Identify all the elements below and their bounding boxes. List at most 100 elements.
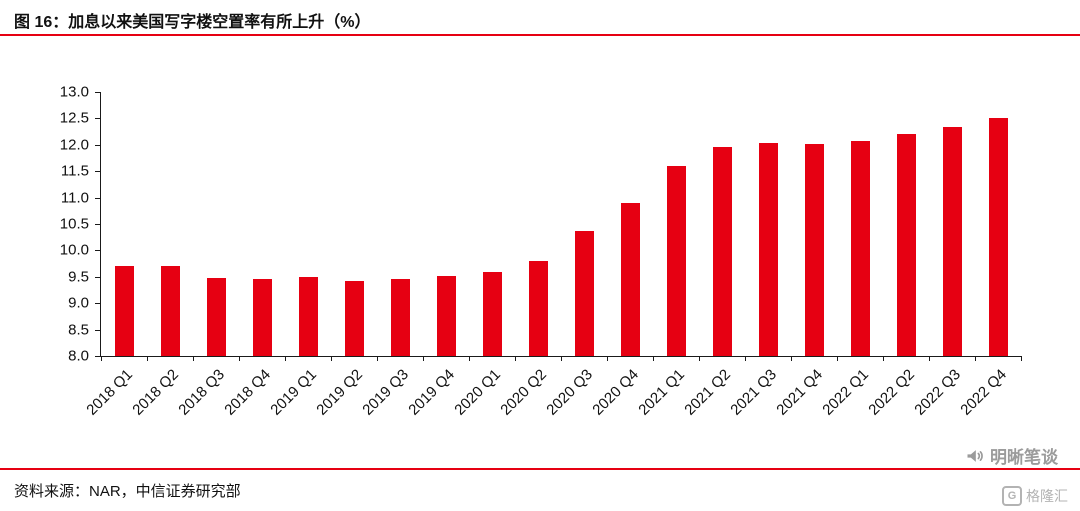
y-axis-tick <box>95 144 101 146</box>
x-tick-label: 2019 Q2 <box>313 366 367 419</box>
x-axis-tick <box>699 356 700 361</box>
y-axis-tick <box>95 250 101 252</box>
x-axis-tick <box>1021 356 1022 361</box>
y-tick-label: 8.5 <box>68 321 89 339</box>
y-axis-tick <box>95 329 101 331</box>
x-axis-tick <box>377 356 378 361</box>
y-axis-tick <box>95 92 101 93</box>
x-tick-label: 2018 Q3 <box>175 366 229 419</box>
x-axis-tick <box>285 356 286 361</box>
x-axis-tick <box>193 356 194 361</box>
site-logo: G 格隆汇 <box>1002 486 1068 506</box>
x-axis-tick <box>239 356 240 361</box>
x-axis-tick <box>469 356 470 361</box>
x-tick-label: 2020 Q4 <box>589 366 643 419</box>
x-axis-tick <box>423 356 424 361</box>
bar-slot <box>377 92 423 356</box>
bar-slot <box>745 92 791 356</box>
y-axis-tick <box>95 276 101 278</box>
x-tick-label: 2022 Q3 <box>911 366 965 419</box>
x-tick-label: 2021 Q3 <box>727 366 781 419</box>
x-axis-tick <box>975 356 976 361</box>
y-tick-label: 8.0 <box>68 347 89 365</box>
x-tick-label: 2021 Q4 <box>773 366 827 419</box>
bar-slot <box>837 92 883 356</box>
y-axis-tick <box>95 224 101 225</box>
x-tick-label: 2018 Q1 <box>83 366 137 419</box>
bar-slot <box>469 92 515 356</box>
bar-slot <box>699 92 745 356</box>
bars-container <box>101 92 1021 356</box>
y-axis-tick <box>95 356 101 357</box>
bar <box>390 278 410 356</box>
y-axis-tick <box>95 118 101 120</box>
bar <box>252 278 272 356</box>
bar-slot <box>791 92 837 356</box>
x-axis-tick <box>101 356 102 361</box>
x-tick-label: 2021 Q1 <box>635 366 689 419</box>
x-axis-tick <box>147 356 148 361</box>
bar-slot <box>561 92 607 356</box>
bar-slot <box>331 92 377 356</box>
x-tick-label: 2019 Q4 <box>405 366 459 419</box>
bar-slot <box>423 92 469 356</box>
bar-slot <box>193 92 239 356</box>
bar <box>896 133 916 356</box>
x-tick-label: 2020 Q3 <box>543 366 597 419</box>
x-axis-tick <box>607 356 608 361</box>
x-axis-tick <box>653 356 654 361</box>
x-tick-label: 2018 Q4 <box>221 366 275 419</box>
site-logo-icon: G <box>1002 486 1022 506</box>
y-axis-tick <box>95 303 101 305</box>
bar <box>804 144 824 356</box>
bar <box>482 271 502 356</box>
bar <box>206 278 226 356</box>
bar-slot <box>883 92 929 356</box>
y-tick-label: 11.0 <box>60 189 89 207</box>
bar <box>850 140 870 356</box>
bar-slot <box>653 92 699 356</box>
y-tick-label: 10.5 <box>59 215 89 233</box>
x-tick-label: 2019 Q1 <box>267 366 321 419</box>
x-tick-label: 2021 Q2 <box>681 366 735 419</box>
x-axis-labels: 2018 Q1 2018 Q2 2018 Q3 2018 Q4 2019 Q1 2019 … <box>83 356 1021 436</box>
x-tick-label: 2022 Q1 <box>819 366 873 419</box>
wechat-watermark: 明晰笔谈 <box>965 443 1058 468</box>
y-tick-label: 9.0 <box>68 294 89 312</box>
bar <box>666 166 686 356</box>
bar <box>298 276 318 356</box>
x-axis-tick <box>331 356 332 361</box>
x-axis-tick <box>745 356 746 361</box>
wechat-watermark-label: 明晰笔谈 <box>990 448 1058 467</box>
y-axis-tick <box>95 197 101 199</box>
bar-slot <box>147 92 193 356</box>
x-axis-tick <box>837 356 838 361</box>
bar <box>160 266 180 356</box>
x-axis-tick <box>883 356 884 361</box>
bar <box>712 146 732 356</box>
bar <box>114 266 134 356</box>
x-axis-tick <box>515 356 516 361</box>
x-tick-label: 2022 Q2 <box>865 366 919 419</box>
bar <box>344 280 364 356</box>
bar <box>528 260 548 356</box>
bar <box>942 126 962 356</box>
top-divider <box>0 34 1080 36</box>
y-tick-label: 9.5 <box>68 268 89 286</box>
bar-slot <box>239 92 285 356</box>
bottom-divider <box>0 468 1080 470</box>
bar <box>436 276 456 356</box>
x-axis-tick <box>929 356 930 361</box>
y-tick-label: 12.0 <box>59 136 89 154</box>
x-tick-label: 2019 Q3 <box>359 366 413 419</box>
x-tick-label: 2018 Q2 <box>129 366 183 419</box>
chart-title: 图 16：加息以来美国写字楼空置率有所上升（%） <box>14 14 371 31</box>
bar <box>758 143 778 356</box>
x-axis-tick <box>791 356 792 361</box>
bar-slot <box>929 92 975 356</box>
x-axis-tick <box>561 356 562 361</box>
bar-slot <box>607 92 653 356</box>
source-note: 资料来源：NAR，中信证券研究部 <box>14 483 241 500</box>
x-tick-label: 2022 Q4 <box>957 366 1011 419</box>
